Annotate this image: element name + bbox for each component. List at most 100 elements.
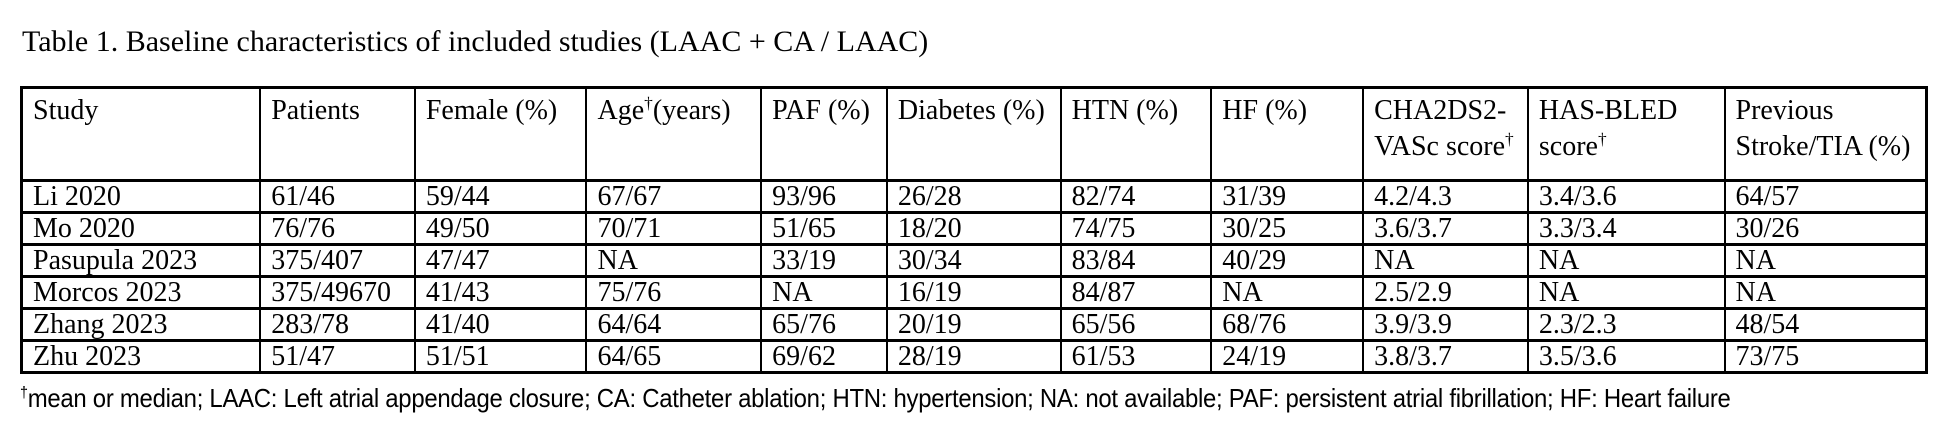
table-cell: Zhu 2023 xyxy=(20,339,262,374)
table-cell: NA xyxy=(1723,275,1928,310)
table-cell: 41/43 xyxy=(413,275,588,310)
table-cell: 59/44 xyxy=(413,179,588,214)
header-text: Diabetes (%) xyxy=(897,95,1045,126)
table-cell: 3.8/3.7 xyxy=(1362,339,1529,374)
table-cell: 65/76 xyxy=(760,307,888,342)
table-cell: Li 2020 xyxy=(20,179,262,214)
col-header-age: Age†(years) xyxy=(585,86,763,182)
dagger-superscript: † xyxy=(644,93,653,113)
table-cell: 69/62 xyxy=(760,339,888,374)
table-row: Li 2020 61/46 59/44 67/67 93/96 26/28 82/74 31/… xyxy=(20,179,1928,214)
table-cell: 26/28 xyxy=(885,179,1062,214)
table-cell: 83/84 xyxy=(1059,243,1213,278)
table-cell: 75/76 xyxy=(585,275,763,310)
header-text: Previous Stroke/TIA (%) xyxy=(1735,95,1911,163)
header-text: HTN (%) xyxy=(1071,95,1179,126)
col-header-female: Female (%) xyxy=(413,86,588,182)
table-cell: 70/71 xyxy=(585,211,763,246)
header-text: Patients xyxy=(271,95,360,126)
table-cell: 48/54 xyxy=(1723,307,1928,342)
table-cell: Mo 2020 xyxy=(20,211,262,246)
col-header-patients: Patients xyxy=(259,86,416,182)
table-row: Pasupula 2023 375/407 47/47 NA 33/19 30/34 83/… xyxy=(20,243,1928,278)
table-cell: 375/49670 xyxy=(259,275,416,310)
table-cell: 64/57 xyxy=(1723,179,1928,214)
table-cell: NA xyxy=(1526,275,1726,310)
dagger-superscript: † xyxy=(1505,130,1514,150)
header-text: HF (%) xyxy=(1222,95,1308,126)
table-cell: 3.4/3.6 xyxy=(1526,179,1726,214)
col-header-hf: HF (%) xyxy=(1210,86,1365,182)
col-header-study: Study xyxy=(20,86,262,182)
table-cell: 30/25 xyxy=(1210,211,1365,246)
table-cell: 2.3/2.3 xyxy=(1526,307,1726,342)
table-cell: 30/34 xyxy=(885,243,1062,278)
table-cell: 31/39 xyxy=(1210,179,1365,214)
col-header-cha2ds2-vasc: CHA2DS2-VASc score† xyxy=(1362,86,1529,182)
table-cell: 84/87 xyxy=(1059,275,1213,310)
table-cell: 67/67 xyxy=(585,179,763,214)
table-cell: 3.9/3.9 xyxy=(1362,307,1529,342)
col-header-diabetes: Diabetes (%) xyxy=(885,86,1062,182)
table-cell: 20/19 xyxy=(885,307,1062,342)
dagger-superscript: † xyxy=(1597,130,1607,150)
header-text: (years) xyxy=(652,95,731,126)
table-cell: 76/76 xyxy=(259,211,416,246)
table-row: Zhang 2023 283/78 41/40 64/64 65/76 20/19 65/5… xyxy=(20,307,1928,342)
table-cell: 65/56 xyxy=(1059,307,1213,342)
table-cell: 68/76 xyxy=(1210,307,1365,342)
table-cell: 64/65 xyxy=(585,339,763,374)
table-cell: 64/64 xyxy=(585,307,763,342)
document-page: Table 1. Baseline characteristics of inc… xyxy=(20,25,1928,413)
table-cell: 24/19 xyxy=(1210,339,1365,374)
table-row: Zhu 2023 51/47 51/51 64/65 69/62 28/19 61/53 24… xyxy=(20,339,1928,374)
table-cell: 49/50 xyxy=(413,211,588,246)
table-cell: 61/53 xyxy=(1059,339,1213,374)
table-cell: 51/47 xyxy=(259,339,416,374)
table-cell: 61/46 xyxy=(259,179,416,214)
table-cell: 16/19 xyxy=(885,275,1062,310)
table-cell: NA xyxy=(1526,243,1726,278)
table-cell: Zhang 2023 xyxy=(20,307,262,342)
table-cell: 30/26 xyxy=(1723,211,1928,246)
table-cell: 3.6/3.7 xyxy=(1362,211,1529,246)
col-header-paf: PAF (%) xyxy=(760,86,888,182)
table-body: Li 2020 61/46 59/44 67/67 93/96 26/28 82/74 31/… xyxy=(20,179,1928,374)
table-cell: 4.2/4.3 xyxy=(1362,179,1529,214)
table-row: Morcos 2023 375/49670 41/43 75/76 NA 16/19 84/… xyxy=(20,275,1928,310)
table-cell: 3.3/3.4 xyxy=(1526,211,1726,246)
table-cell: 93/96 xyxy=(760,179,888,214)
table-cell: 3.5/3.6 xyxy=(1526,339,1726,374)
col-header-previous-stroke: Previous Stroke/TIA (%) xyxy=(1723,86,1928,182)
table-cell: 41/40 xyxy=(413,307,588,342)
table-cell: 283/78 xyxy=(259,307,416,342)
header-text: CHA2DS2-VASc score xyxy=(1374,95,1507,163)
table-cell: 33/19 xyxy=(760,243,888,278)
table-cell: NA xyxy=(1723,243,1928,278)
table-cell: Morcos 2023 xyxy=(20,275,262,310)
table-cell: NA xyxy=(1210,275,1365,310)
table-cell: 82/74 xyxy=(1059,179,1213,214)
baseline-characteristics-table: Study Patients Female (%) Age†(years) PA… xyxy=(20,86,1928,374)
table-cell: 51/51 xyxy=(413,339,588,374)
table-cell: NA xyxy=(585,243,763,278)
table-row: Mo 2020 76/76 49/50 70/71 51/65 18/20 74/75 30/… xyxy=(20,211,1928,246)
footnote-text: mean or median; LAAC: Left atrial append… xyxy=(27,383,1731,413)
table-cell: 375/407 xyxy=(259,243,416,278)
table-cell: 18/20 xyxy=(885,211,1062,246)
header-text: Female (%) xyxy=(425,95,558,126)
header-text: HAS-BLED score xyxy=(1538,95,1678,163)
col-header-has-bled: HAS-BLED score† xyxy=(1526,86,1726,182)
table-title: Table 1. Baseline characteristics of inc… xyxy=(22,25,929,58)
col-header-htn: HTN (%) xyxy=(1059,86,1213,182)
table-cell: 73/75 xyxy=(1723,339,1928,374)
table-cell: 74/75 xyxy=(1059,211,1213,246)
table-cell: NA xyxy=(760,275,888,310)
dagger-superscript: † xyxy=(20,384,28,402)
table-cell: 28/19 xyxy=(885,339,1062,374)
header-text: PAF (%) xyxy=(772,95,870,126)
table-cell: Pasupula 2023 xyxy=(20,243,262,278)
table-footnote: †mean or median; LAAC: Left atrial appen… xyxy=(20,383,1775,413)
table-cell: NA xyxy=(1362,243,1529,278)
table-header-row: Study Patients Female (%) Age†(years) PA… xyxy=(20,86,1928,182)
